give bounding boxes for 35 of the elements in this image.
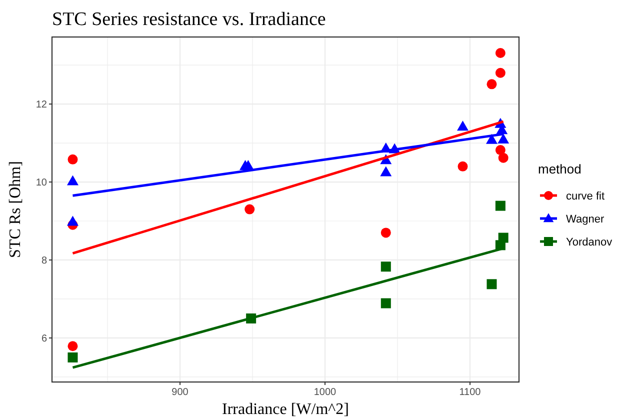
y-tick-label: 8	[41, 255, 48, 266]
point	[495, 200, 506, 211]
point	[495, 68, 506, 78]
point	[244, 204, 255, 214]
point	[68, 352, 78, 362]
x-tick-label: 1100	[459, 387, 482, 398]
point	[68, 341, 78, 352]
y-axis-title: STC Rs [Ohm]	[7, 161, 24, 258]
legend-label: Wagner	[566, 214, 604, 226]
legend-label: Yordanov	[566, 236, 613, 248]
legend-label: curve fit	[566, 190, 605, 202]
legend-title: method	[538, 162, 582, 176]
chart-title: STC Series resistance vs. Irradiance	[52, 9, 326, 30]
point	[486, 134, 498, 144]
point	[486, 279, 497, 290]
y-tick-label: 10	[36, 178, 48, 189]
point	[498, 152, 508, 163]
point	[456, 120, 468, 131]
point	[380, 228, 391, 238]
point	[458, 161, 468, 172]
y-tick-label: 6	[41, 333, 48, 344]
point	[380, 166, 392, 176]
point	[498, 134, 510, 144]
point	[495, 48, 506, 58]
x-tick-label: 1000	[314, 387, 337, 398]
point	[495, 145, 506, 156]
point	[66, 175, 78, 186]
point	[66, 216, 78, 226]
y-tick-label: 12	[36, 100, 48, 111]
point	[380, 298, 391, 308]
point	[486, 79, 497, 90]
point	[380, 262, 391, 272]
point	[68, 154, 78, 164]
x-axis-title: Irradiance [W/m^2]	[222, 401, 349, 418]
x-tick-label: 900	[172, 387, 189, 398]
